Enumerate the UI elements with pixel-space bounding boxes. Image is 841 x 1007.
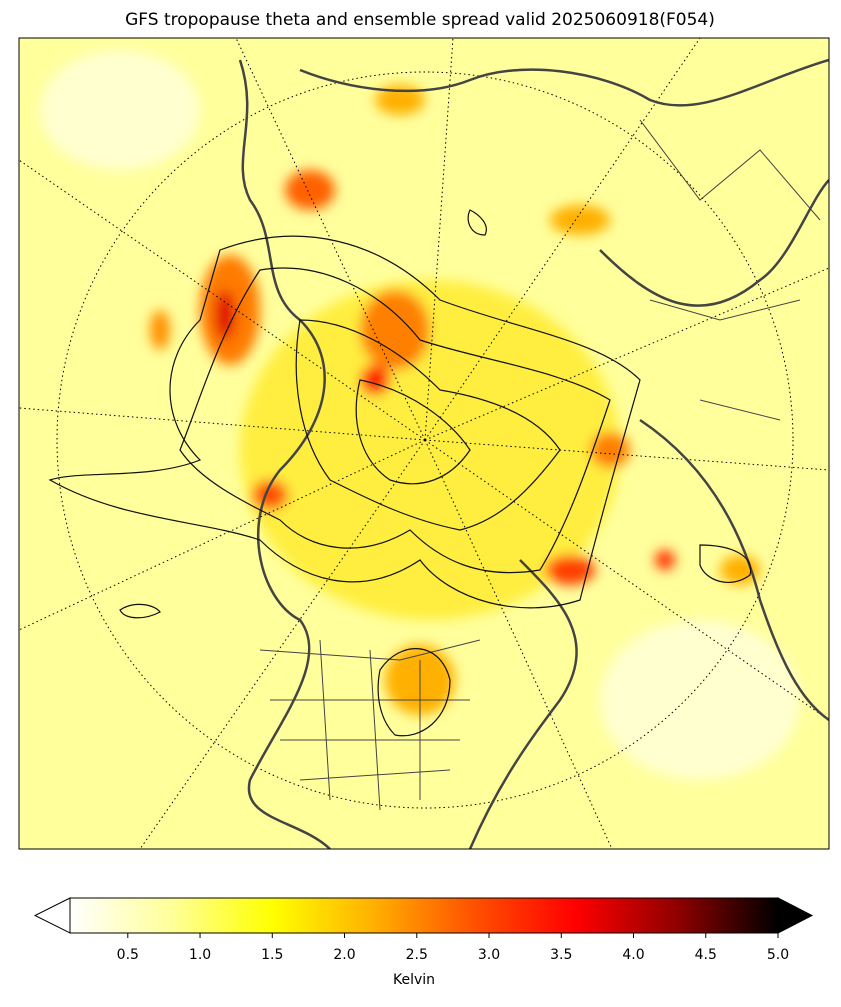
spread-field	[40, 50, 800, 780]
colorbar-tick-label: 0.5	[117, 947, 139, 963]
map-title: GFS tropopause theta and ensemble spread…	[125, 10, 715, 30]
theta-contours	[48, 209, 752, 737]
map-frame	[18, 37, 830, 850]
map	[19, 38, 829, 849]
colorbar: 0.5 1.0 1.5 2.0 2.5 3.0 3.5 4.0 4.5 5.0 Kelvin	[33, 897, 814, 988]
colorbar-tick-label: 5.0	[767, 947, 789, 963]
coastlines	[238, 58, 829, 849]
colorbar-gradient	[69, 897, 779, 934]
colorbar-label: Kelvin	[393, 972, 435, 988]
colorbar-tick-label: 4.5	[695, 947, 717, 963]
colorbar-tick-label: 3.5	[550, 947, 572, 963]
colorbar-tick-label: 3.0	[478, 947, 500, 963]
colorbar-tick-label: 1.5	[261, 947, 283, 963]
colorbar-extend-high	[777, 897, 814, 934]
borders	[259, 119, 821, 811]
colorbar-tick-label: 1.0	[189, 947, 211, 963]
colorbar-tick-label: 2.5	[406, 947, 428, 963]
colorbar-tick-label: 2.0	[333, 947, 355, 963]
colorbar-tick-label: 4.0	[622, 947, 644, 963]
colorbar-extend-low	[33, 897, 71, 934]
